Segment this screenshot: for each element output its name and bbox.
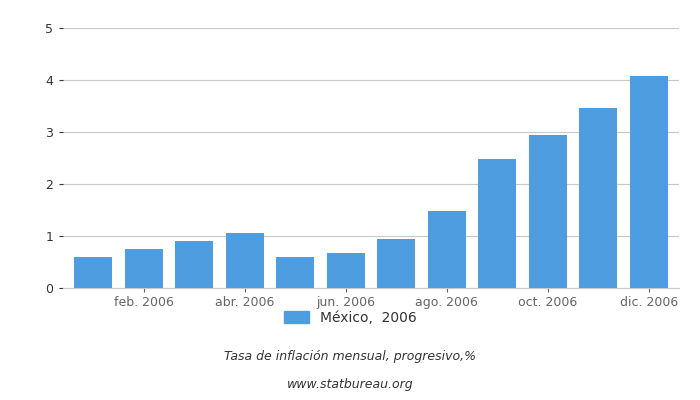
Bar [74,257,112,288]
Text: Tasa de inflación mensual, progresivo,%: Tasa de inflación mensual, progresivo,% [224,350,476,363]
Bar [125,249,162,288]
Bar [428,211,466,288]
Bar [528,134,567,288]
Bar [226,233,264,288]
Bar [276,257,314,288]
Bar [478,159,516,288]
Bar [327,253,365,288]
Legend: México,  2006: México, 2006 [284,311,416,325]
Bar [175,241,214,288]
Bar [377,238,415,288]
Text: www.statbureau.org: www.statbureau.org [287,378,413,391]
Bar [580,108,617,288]
Bar [630,76,668,288]
